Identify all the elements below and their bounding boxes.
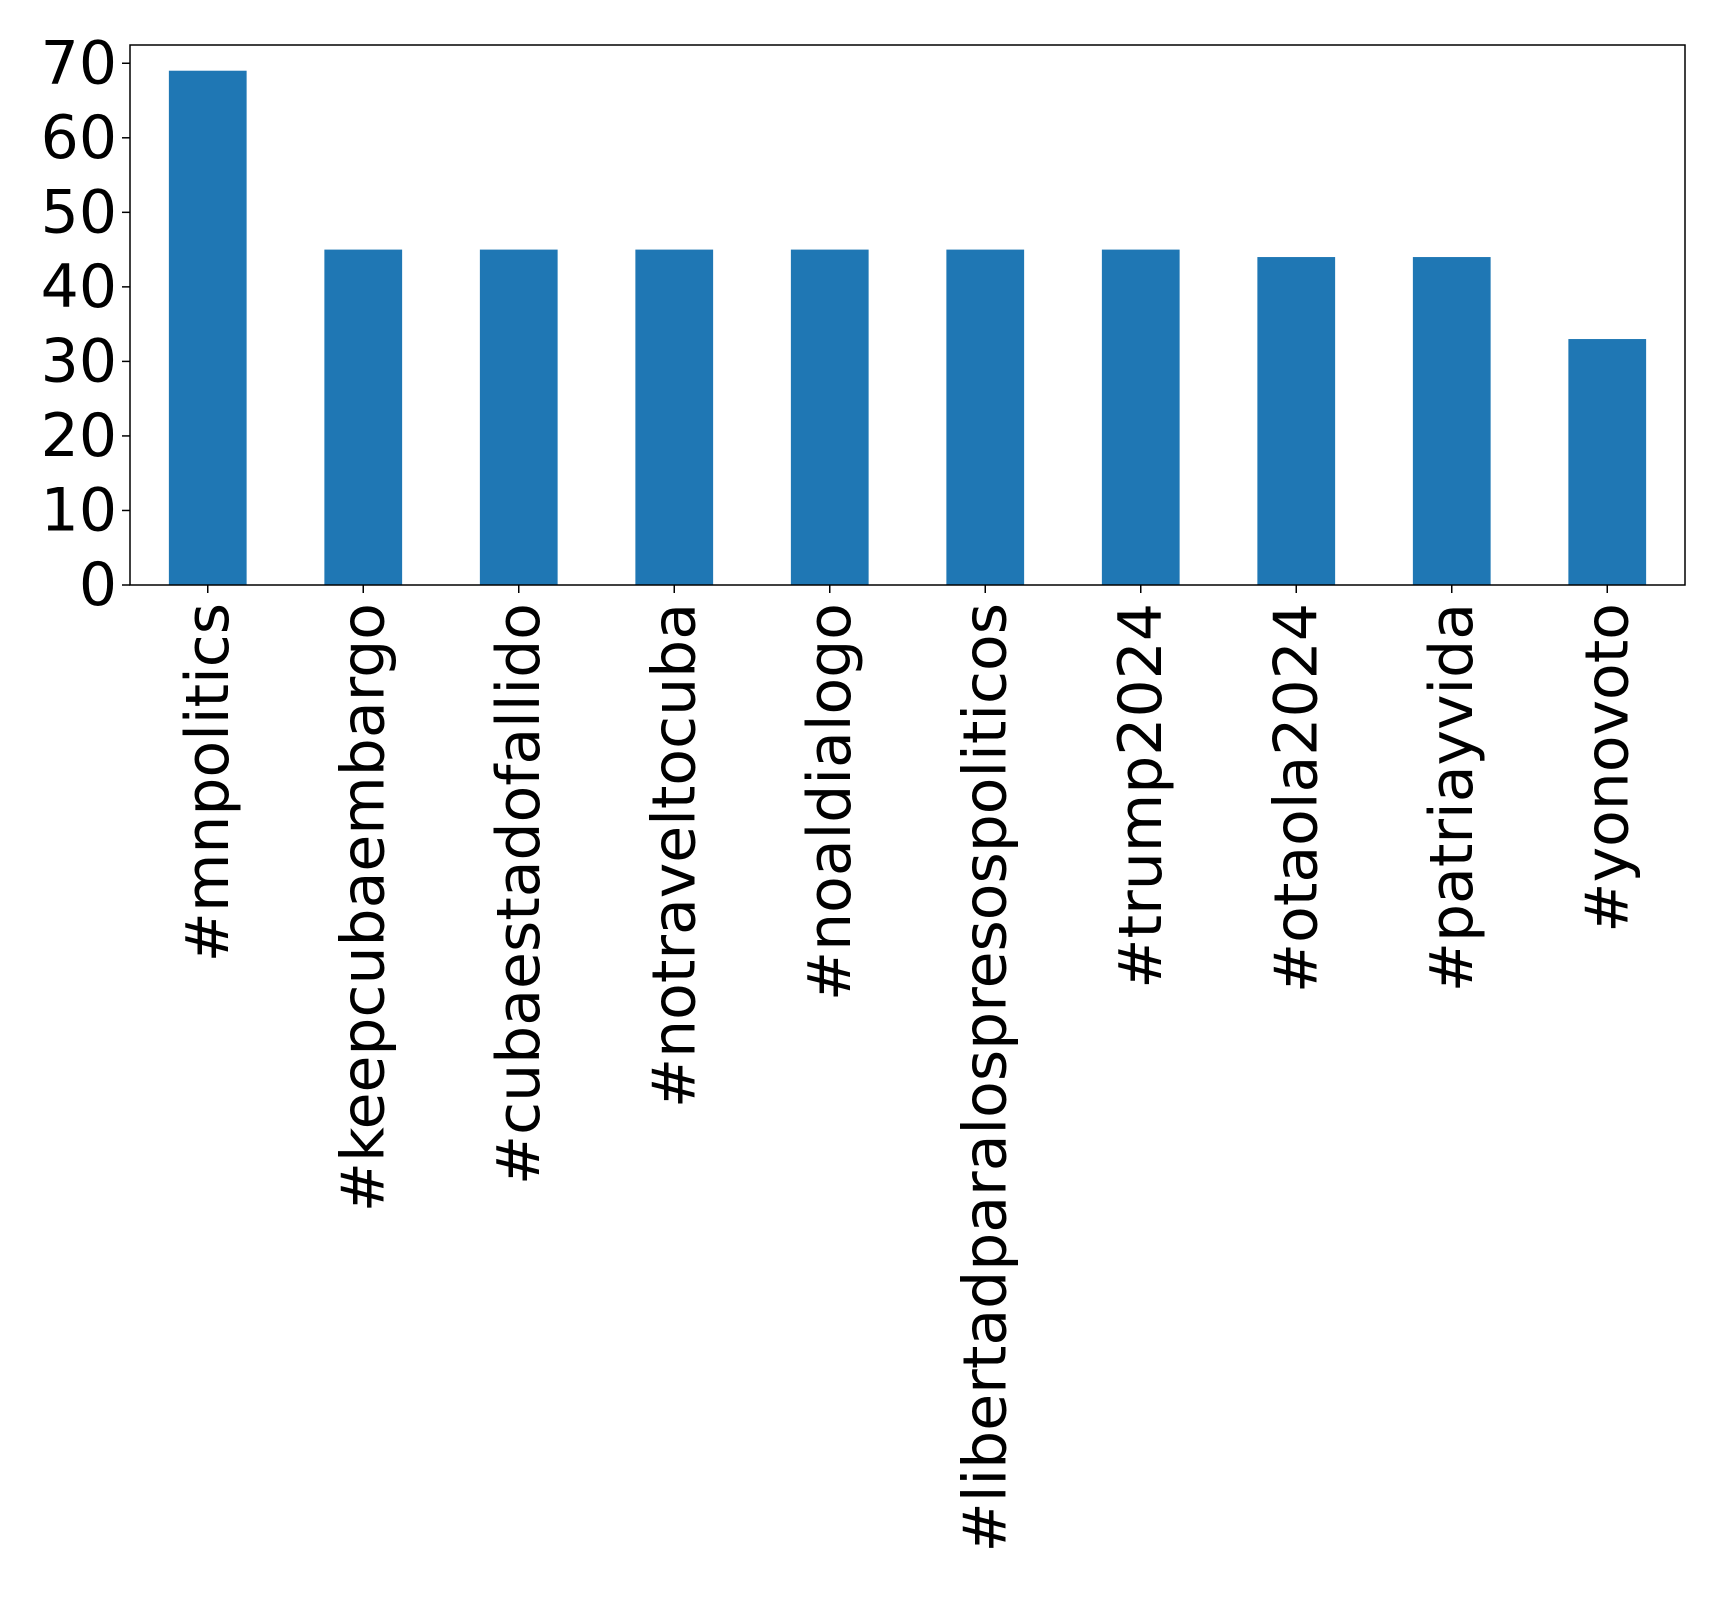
x-tick-label: #libertadparalospresospoliticos bbox=[950, 603, 1020, 1552]
bar bbox=[479, 249, 558, 586]
bar bbox=[946, 249, 1025, 586]
x-tick-label: #cubaestadofallido bbox=[484, 603, 554, 1185]
plot-frame bbox=[129, 44, 1686, 586]
y-tick-label: 0 bbox=[79, 550, 117, 620]
bar bbox=[635, 249, 714, 586]
bar bbox=[1412, 257, 1491, 585]
y-tick-label: 60 bbox=[41, 103, 117, 173]
x-tick-label: #trump2024 bbox=[1106, 603, 1176, 989]
y-tick-label: 20 bbox=[41, 401, 117, 471]
x-tick-label: #keepcubaembargo bbox=[328, 603, 398, 1212]
bar bbox=[790, 249, 869, 586]
y-tick-label: 30 bbox=[41, 326, 117, 396]
x-tick-label: #mnpolitics bbox=[173, 603, 243, 962]
bar bbox=[1101, 249, 1180, 586]
x-tick-label: #patriayvida bbox=[1417, 603, 1487, 992]
y-tick-label: 10 bbox=[41, 475, 117, 545]
bar bbox=[1568, 339, 1647, 585]
x-tick-label: #notraveltocuba bbox=[639, 603, 709, 1108]
bar bbox=[168, 70, 247, 585]
y-tick-label: 50 bbox=[41, 177, 117, 247]
x-tick-label: #otaola2024 bbox=[1261, 603, 1331, 993]
x-axis: #mnpolitics #keepcubaembargo #cubaestadofa… bbox=[173, 585, 1642, 1552]
x-tick-label: #yonovoto bbox=[1572, 603, 1642, 933]
bars-group bbox=[168, 70, 1647, 586]
bar bbox=[1257, 257, 1336, 585]
y-tick-label: 70 bbox=[41, 28, 117, 98]
x-tick-label: #noaldialogo bbox=[795, 603, 865, 1001]
y-tick-label: 40 bbox=[41, 252, 117, 322]
bar bbox=[324, 249, 403, 586]
